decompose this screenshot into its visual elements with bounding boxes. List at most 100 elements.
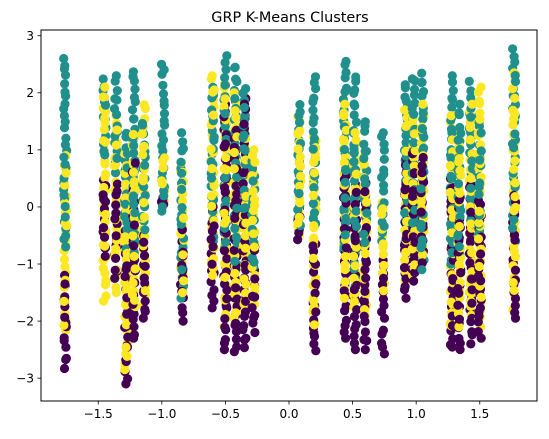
data-point-teal (240, 203, 250, 213)
data-point-teal (379, 154, 389, 164)
data-point-purple (140, 296, 150, 306)
data-point-yellow (121, 300, 131, 310)
data-point-yellow (296, 171, 306, 181)
data-point-teal (350, 101, 360, 111)
x-tick-label: −1.0 (147, 407, 176, 421)
data-point-teal (248, 176, 258, 186)
y-tick-label: 0 (26, 200, 34, 214)
data-point-purple (60, 279, 70, 289)
data-point-teal (112, 86, 122, 96)
chart-title: GRP K-Means Clusters (211, 10, 368, 26)
data-point-purple (341, 333, 351, 343)
data-point-teal (455, 144, 465, 155)
data-point-teal (509, 215, 519, 225)
data-point-teal (121, 132, 131, 142)
data-point-purple (377, 338, 387, 348)
data-point-purple (467, 285, 477, 295)
y-axis-ticks: −3 −2 −1 0 1 2 3 (16, 29, 41, 385)
data-point-purple (408, 232, 418, 242)
data-point-yellow (476, 292, 486, 302)
data-point-yellow (241, 231, 251, 241)
data-point-purple (129, 322, 139, 332)
data-point-purple (238, 325, 248, 335)
data-point-purple (350, 236, 360, 246)
data-point-purple (100, 251, 110, 261)
data-point-purple (401, 293, 411, 303)
data-point-purple (219, 345, 229, 355)
data-point-teal (349, 110, 359, 120)
data-point-teal (340, 230, 350, 240)
data-point-yellow (339, 158, 349, 168)
data-point-purple (349, 331, 359, 341)
data-point-yellow (221, 165, 232, 175)
data-point-teal (156, 59, 167, 69)
data-point-purple (207, 290, 217, 300)
data-point-yellow (446, 111, 456, 121)
data-point-teal (128, 191, 138, 201)
data-point-teal (409, 138, 419, 148)
data-point-teal (339, 144, 350, 155)
data-point-teal (206, 157, 216, 167)
data-point-teal (466, 183, 476, 193)
data-point-teal (220, 80, 230, 90)
data-point-teal (308, 117, 318, 128)
data-point-teal (351, 206, 361, 216)
x-tick-label: −1.5 (84, 407, 113, 421)
data-point-yellow (59, 320, 69, 330)
data-point-teal (239, 130, 249, 140)
data-point-yellow (59, 254, 70, 264)
data-point-teal (464, 76, 474, 86)
data-point-purple (61, 353, 71, 363)
data-point-yellow (130, 264, 140, 274)
data-point-purple (400, 185, 410, 195)
data-point-purple (379, 300, 389, 311)
data-point-purple (247, 303, 257, 313)
data-point-purple (100, 232, 110, 242)
data-point-yellow (295, 198, 305, 208)
data-point-yellow (128, 231, 138, 241)
data-point-teal (59, 190, 69, 200)
data-point-yellow (100, 137, 111, 147)
data-point-purple (448, 274, 458, 284)
data-point-teal (510, 57, 520, 67)
data-point-purple (207, 226, 217, 236)
data-point-teal (401, 138, 411, 148)
data-point-yellow (178, 250, 188, 260)
data-point-teal (178, 137, 188, 147)
data-point-purple (408, 186, 418, 196)
data-point-purple (110, 273, 120, 283)
data-point-teal (507, 223, 518, 233)
data-point-teal (157, 202, 167, 212)
data-point-yellow (474, 261, 484, 272)
data-point-teal (112, 95, 122, 105)
data-point-teal (379, 139, 389, 149)
data-point-purple (476, 276, 486, 286)
data-point-purple (453, 300, 463, 310)
data-point-purple (112, 186, 122, 197)
data-point-purple (466, 274, 477, 284)
data-point-teal (454, 242, 464, 252)
data-point-teal (221, 196, 231, 206)
data-point-purple (309, 328, 319, 338)
data-point-yellow (100, 280, 111, 290)
data-point-yellow (99, 124, 109, 135)
data-point-yellow (229, 164, 239, 174)
data-point-teal (309, 93, 319, 103)
data-point-yellow (509, 285, 519, 295)
data-point-yellow (120, 232, 130, 242)
data-point-teal (60, 70, 71, 80)
data-point-teal (129, 199, 139, 209)
data-point-teal (308, 127, 318, 137)
data-point-teal (111, 71, 121, 81)
data-point-purple (351, 187, 361, 197)
data-point-purple (378, 325, 388, 335)
data-point-teal (206, 173, 217, 183)
data-point-yellow (293, 144, 303, 154)
x-tick-label: 0.0 (279, 407, 298, 421)
data-point-purple (231, 334, 241, 344)
data-point-yellow (100, 241, 110, 251)
data-point-teal (507, 44, 518, 54)
data-point-teal (447, 77, 458, 87)
